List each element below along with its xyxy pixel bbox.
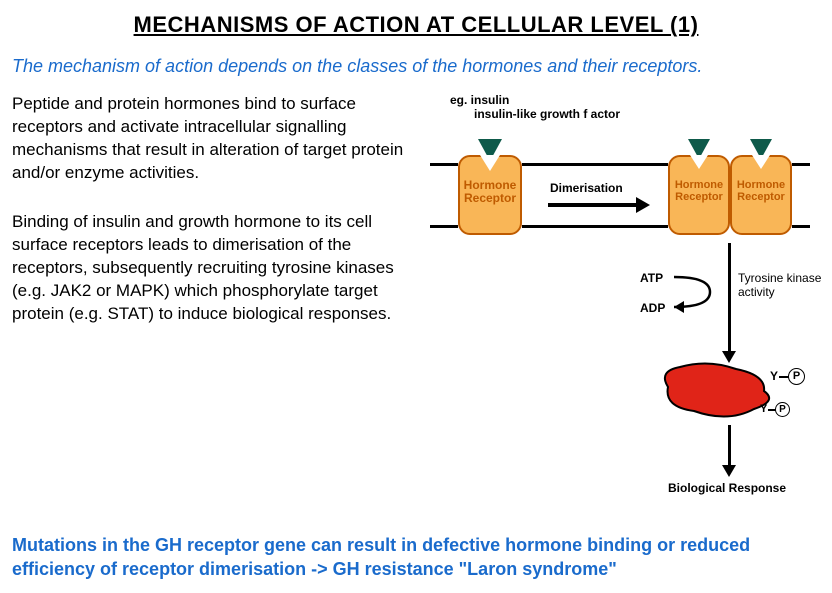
tyrosine-kinase-label-1: Tyrosine kinase <box>738 271 821 285</box>
down-arrow-2-line <box>728 425 731 467</box>
adp-label: ADP <box>640 301 665 315</box>
dimer-receptor-b-label: Hormone Receptor <box>732 179 790 203</box>
down-arrow-1-line <box>728 243 731 353</box>
phos-p-1: P <box>788 368 805 385</box>
biological-response-label: Biological Response <box>668 481 786 495</box>
ligand-single-notch <box>480 155 500 171</box>
paragraph-1: Peptide and protein hormones bind to sur… <box>12 93 412 185</box>
ligand-dimer-b-notch <box>752 155 770 169</box>
phos-y-1: Y <box>770 369 778 383</box>
phos-y-2: Y <box>760 403 767 415</box>
paragraph-2: Binding of insulin and growth hormone to… <box>12 211 412 326</box>
membrane-bot-3 <box>792 225 810 228</box>
dimer-receptor-a-label: Hormone Receptor <box>670 179 728 203</box>
example-label-line1: eg. insulin <box>450 93 509 107</box>
atp-label: ATP <box>640 271 663 285</box>
dimerisation-label: Dimerisation <box>550 181 623 195</box>
target-protein-shape <box>658 361 786 425</box>
ligand-dimer-a-notch <box>690 155 708 169</box>
subtitle: The mechanism of action depends on the c… <box>0 38 832 85</box>
text-column: Peptide and protein hormones bind to sur… <box>12 93 412 503</box>
membrane-top-2 <box>522 163 668 166</box>
single-receptor-label: Hormone Receptor <box>460 179 520 205</box>
example-label-line2: insulin-like growth f actor <box>474 107 620 121</box>
atp-adp-curve-icon <box>668 269 728 315</box>
tyrosine-kinase-label-2: activity <box>738 285 775 299</box>
page-title: MECHANISMS OF ACTION AT CELLULAR LEVEL (… <box>0 0 832 38</box>
dimerisation-arrow-line <box>548 203 638 207</box>
phos-p-2: P <box>775 402 790 417</box>
membrane-top-3 <box>792 163 810 166</box>
membrane-bot-1 <box>430 225 458 228</box>
membrane-bot-2 <box>522 225 668 228</box>
down-arrow-2-head <box>722 465 736 477</box>
footer-note: Mutations in the GH receptor gene can re… <box>12 534 822 581</box>
membrane-top-1 <box>430 163 458 166</box>
content-row: Peptide and protein hormones bind to sur… <box>0 85 832 503</box>
dimerisation-arrow-head <box>636 197 650 213</box>
signalling-diagram: eg. insulin insulin-like growth f actor … <box>430 93 822 503</box>
